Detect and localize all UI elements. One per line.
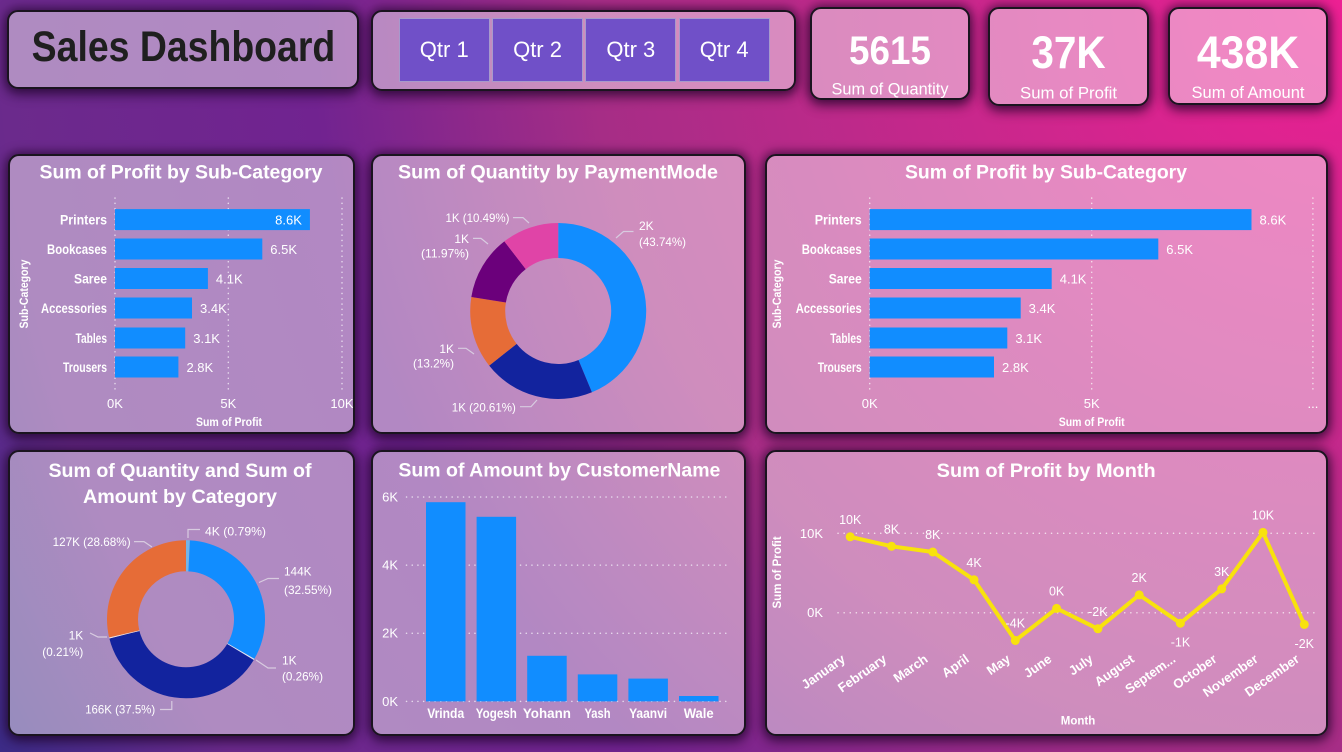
svg-text:July: July <box>1066 651 1097 679</box>
svg-text:1K (20.61%): 1K (20.61%) <box>452 401 516 415</box>
svg-text:2K: 2K <box>639 219 654 233</box>
svg-text:2.8K: 2.8K <box>1002 360 1029 375</box>
svg-text:144K: 144K <box>284 565 312 579</box>
svg-text:8K: 8K <box>884 522 900 536</box>
svg-text:1K: 1K <box>69 628 84 642</box>
svg-text:4.1K: 4.1K <box>216 272 243 287</box>
svg-text:4K: 4K <box>966 556 982 570</box>
svg-text:1K: 1K <box>454 232 469 246</box>
svg-text:(32.55%): (32.55%) <box>284 583 332 597</box>
svg-text:Bookcases: Bookcases <box>802 241 862 257</box>
svg-text:Tables: Tables <box>76 330 108 346</box>
svg-text:Accessories: Accessories <box>41 300 107 316</box>
svg-text:10K: 10K <box>1252 508 1275 522</box>
svg-text:Yash: Yash <box>585 706 611 721</box>
svg-text:3.4K: 3.4K <box>1029 301 1056 316</box>
svg-text:Sum of Amount by CustomerName: Sum of Amount by CustomerName <box>398 460 720 481</box>
svg-text:8K: 8K <box>925 528 941 542</box>
svg-text:Wale: Wale <box>684 706 714 721</box>
svg-text:127K (28.68%): 127K (28.68%) <box>53 535 131 549</box>
svg-text:10K: 10K <box>839 513 862 527</box>
svg-text:Saree: Saree <box>74 271 107 287</box>
svg-text:10K: 10K <box>800 526 823 541</box>
svg-text:5K: 5K <box>220 396 236 411</box>
svg-text:8.6K: 8.6K <box>1260 213 1287 228</box>
svg-text:1K: 1K <box>282 653 297 667</box>
svg-text:6K: 6K <box>382 490 398 505</box>
svg-text:...: ... <box>1307 396 1318 411</box>
svg-text:4K: 4K <box>382 558 398 573</box>
svg-text:Sum of Profit: Sum of Profit <box>1059 417 1125 429</box>
svg-text:Amount by Category: Amount by Category <box>83 487 277 508</box>
svg-text:Yaanvi: Yaanvi <box>629 706 667 721</box>
svg-text:(13.2%): (13.2%) <box>413 356 454 370</box>
svg-text:Sum of Amount: Sum of Amount <box>1192 84 1305 102</box>
svg-text:Sum of Quantity and Sum of: Sum of Quantity and Sum of <box>49 461 313 482</box>
svg-text:2.8K: 2.8K <box>186 360 213 375</box>
svg-text:Trousers: Trousers <box>818 359 862 375</box>
svg-text:-2K: -2K <box>1088 605 1108 619</box>
svg-text:Bookcases: Bookcases <box>47 241 107 257</box>
svg-text:Trousers: Trousers <box>63 359 107 375</box>
svg-text:0K: 0K <box>1049 584 1065 598</box>
svg-text:(0.26%): (0.26%) <box>282 670 323 684</box>
svg-text:May: May <box>984 651 1014 678</box>
svg-text:1K: 1K <box>439 342 454 356</box>
svg-text:-1K: -1K <box>1171 636 1191 650</box>
svg-text:2K: 2K <box>1132 571 1148 585</box>
svg-text:Saree: Saree <box>829 271 862 287</box>
svg-text:0K: 0K <box>107 396 123 411</box>
svg-text:0K: 0K <box>807 605 823 620</box>
svg-text:6.5K: 6.5K <box>270 242 297 257</box>
svg-text:4.1K: 4.1K <box>1060 272 1087 287</box>
svg-text:Printers: Printers <box>60 212 107 228</box>
svg-text:2K: 2K <box>382 626 398 641</box>
svg-text:3.1K: 3.1K <box>193 331 220 346</box>
svg-text:June: June <box>1021 651 1054 681</box>
svg-text:Sum of Profit: Sum of Profit <box>196 417 262 429</box>
svg-text:8.6K: 8.6K <box>275 213 302 228</box>
svg-text:Vrinda: Vrinda <box>427 706 464 721</box>
svg-text:6.5K: 6.5K <box>1166 242 1193 257</box>
svg-text:Sum of Profit by Sub-Category: Sum of Profit by Sub-Category <box>905 163 1187 184</box>
svg-text:Sub-Category: Sub-Category <box>770 259 784 328</box>
svg-text:Sum of Profit: Sum of Profit <box>1020 85 1117 103</box>
svg-text:Accessories: Accessories <box>796 300 862 316</box>
svg-text:1K (10.49%): 1K (10.49%) <box>446 211 510 225</box>
svg-text:Sum of Quantity: Sum of Quantity <box>832 81 950 99</box>
svg-text:Month: Month <box>1061 716 1095 728</box>
svg-text:Sum of Quantity by PaymentMode: Sum of Quantity by PaymentMode <box>398 163 718 184</box>
svg-text:Sum of Profit by Month: Sum of Profit by Month <box>937 461 1156 482</box>
svg-text:Sum of Profit: Sum of Profit <box>772 536 784 608</box>
svg-text:166K (37.5%): 166K (37.5%) <box>85 703 155 717</box>
svg-text:Tables: Tables <box>830 330 862 346</box>
svg-text:(0.21%): (0.21%) <box>42 645 83 659</box>
svg-text:0K: 0K <box>382 694 398 709</box>
svg-text:Yohann: Yohann <box>523 706 571 721</box>
svg-text:-2K: -2K <box>1295 637 1315 651</box>
svg-text:Yogesh: Yogesh <box>476 706 517 721</box>
svg-text:4K (0.79%): 4K (0.79%) <box>205 525 266 539</box>
svg-text:Sub-Category: Sub-Category <box>17 259 31 328</box>
svg-text:April: April <box>939 651 972 680</box>
svg-text:10K: 10K <box>330 396 353 411</box>
svg-text:March: March <box>891 651 931 685</box>
svg-text:Sum of Profit by Sub-Category: Sum of Profit by Sub-Category <box>40 163 323 184</box>
svg-text:0K: 0K <box>862 396 878 411</box>
svg-text:Printers: Printers <box>815 212 862 228</box>
svg-text:3K: 3K <box>1214 565 1230 579</box>
svg-text:5K: 5K <box>1084 396 1100 411</box>
svg-text:(11.97%): (11.97%) <box>421 247 469 261</box>
svg-text:3.4K: 3.4K <box>200 301 227 316</box>
svg-text:-4K: -4K <box>1006 617 1026 631</box>
svg-text:(43.74%): (43.74%) <box>639 235 686 249</box>
svg-text:3.1K: 3.1K <box>1015 331 1042 346</box>
